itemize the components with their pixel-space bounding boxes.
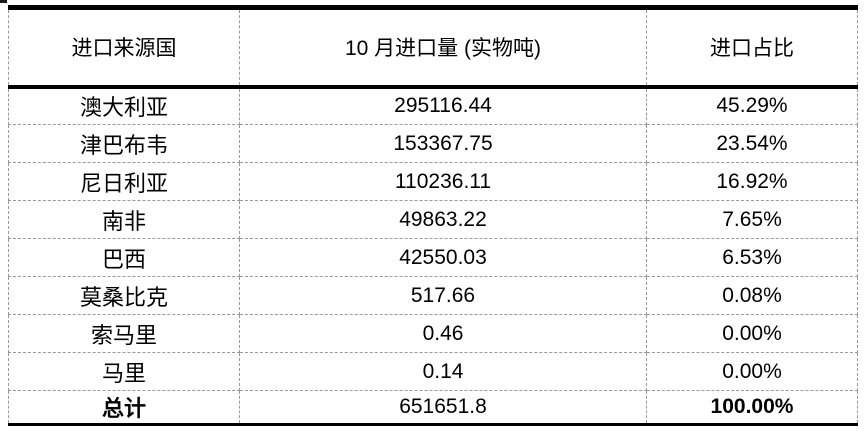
volume-cell: 0.46	[239, 314, 647, 353]
share-cell: 7.65%	[646, 200, 858, 239]
country-cell: 索马里	[8, 314, 240, 353]
volume-cell: 517.66	[239, 276, 647, 315]
country-cell: 莫桑比克	[8, 276, 240, 315]
table-row: 南非 49863.22 7.65%	[8, 200, 858, 239]
share-cell: 0.08%	[646, 276, 858, 315]
volume-cell: 42550.03	[239, 238, 647, 277]
country-cell: 马里	[8, 352, 240, 391]
header-row: 进口来源国 10 月进口量 (实物吨) 进口占比	[8, 5, 858, 89]
share-cell: 0.00%	[646, 352, 858, 391]
total-share-cell: 100.00%	[646, 390, 858, 426]
volume-cell: 295116.44	[239, 86, 647, 125]
share-cell: 45.29%	[646, 86, 858, 125]
share-cell: 0.00%	[646, 314, 858, 353]
table-row: 津巴布韦 153367.75 23.54%	[8, 124, 858, 163]
table-body: 澳大利亚 295116.44 45.29% 津巴布韦 153367.75 23.…	[8, 86, 858, 426]
volume-cell: 110236.11	[239, 162, 647, 201]
country-cell: 津巴布韦	[8, 124, 240, 163]
share-cell: 23.54%	[646, 124, 858, 163]
share-cell: 16.92%	[646, 162, 858, 201]
share-cell: 6.53%	[646, 238, 858, 277]
import-table-container: 进口来源国 10 月进口量 (实物吨) 进口占比 澳大利亚 295116.44 …	[8, 5, 858, 426]
crop-artifact	[0, 0, 7, 3]
header-country: 进口来源国	[8, 5, 240, 89]
country-cell: 澳大利亚	[8, 86, 240, 125]
total-row: 总计 651651.8 100.00%	[8, 390, 858, 426]
table-row: 尼日利亚 110236.11 16.92%	[8, 162, 858, 201]
country-cell: 尼日利亚	[8, 162, 240, 201]
table-row: 巴西 42550.03 6.53%	[8, 238, 858, 277]
table-row: 莫桑比克 517.66 0.08%	[8, 276, 858, 315]
total-label-cell: 总计	[8, 390, 240, 426]
volume-cell: 153367.75	[239, 124, 647, 163]
table-row: 马里 0.14 0.00%	[8, 352, 858, 391]
header-share: 进口占比	[646, 5, 858, 89]
table-row: 澳大利亚 295116.44 45.29%	[8, 86, 858, 125]
import-source-table: 进口来源国 10 月进口量 (实物吨) 进口占比 澳大利亚 295116.44 …	[8, 5, 858, 426]
table-header: 进口来源国 10 月进口量 (实物吨) 进口占比	[8, 5, 858, 89]
header-volume: 10 月进口量 (实物吨)	[239, 5, 647, 89]
country-cell: 南非	[8, 200, 240, 239]
table-row: 索马里 0.46 0.00%	[8, 314, 858, 353]
total-volume-cell: 651651.8	[239, 390, 647, 426]
volume-cell: 0.14	[239, 352, 647, 391]
volume-cell: 49863.22	[239, 200, 647, 239]
country-cell: 巴西	[8, 238, 240, 277]
